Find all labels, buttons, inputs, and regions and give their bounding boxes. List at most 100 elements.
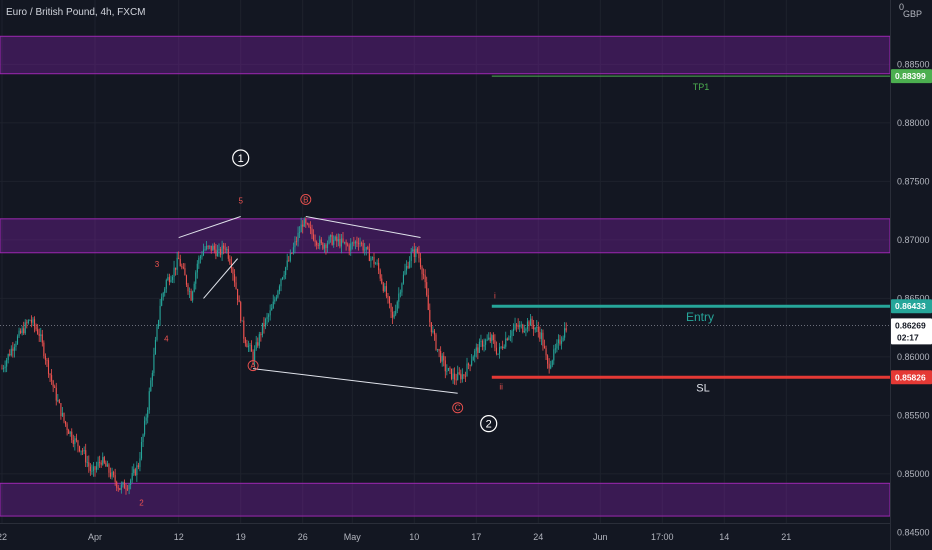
candle-body xyxy=(65,421,67,425)
candle-body xyxy=(438,349,440,351)
candle-body xyxy=(61,412,63,416)
candle-body xyxy=(557,339,559,344)
candle-body xyxy=(525,328,527,331)
candle-body xyxy=(195,272,197,284)
candle-body xyxy=(376,262,378,264)
candle-body xyxy=(193,283,195,292)
candle-body xyxy=(316,241,318,246)
candle-body xyxy=(368,248,370,261)
candle-body xyxy=(278,286,280,291)
candle-body xyxy=(241,320,243,322)
candle-body xyxy=(435,334,437,350)
candle-body xyxy=(114,475,116,482)
candle-body xyxy=(497,353,499,355)
candle-body xyxy=(77,440,79,447)
candle-body xyxy=(158,320,160,327)
candle-body xyxy=(187,284,189,292)
candle-body xyxy=(305,219,307,224)
candle-body xyxy=(37,329,39,334)
candle-body xyxy=(269,310,271,316)
candle-body xyxy=(99,461,101,463)
candle-body xyxy=(44,356,46,360)
wave-circle xyxy=(247,360,259,372)
candle-body xyxy=(57,400,59,401)
candle-body xyxy=(113,471,115,476)
candlestick-series xyxy=(1,217,567,495)
candle-body xyxy=(292,247,294,254)
candle-body xyxy=(159,305,161,321)
candle-body xyxy=(283,274,285,278)
candle-body xyxy=(345,241,347,245)
candle-body xyxy=(161,297,163,306)
candle-body xyxy=(40,334,42,336)
candle-body xyxy=(16,336,19,344)
candle-body xyxy=(314,240,316,242)
candle-body xyxy=(100,462,102,465)
candle-body xyxy=(485,340,487,345)
candle-body xyxy=(285,267,287,275)
candle-body xyxy=(382,283,384,291)
candle-body xyxy=(528,321,530,326)
candle-body xyxy=(306,223,308,225)
candle-body xyxy=(545,348,547,356)
candle-body xyxy=(35,326,37,330)
candle-body xyxy=(49,373,51,376)
candle-body xyxy=(537,326,539,332)
candle-body xyxy=(111,471,113,477)
candle-body xyxy=(444,360,446,372)
trend-line xyxy=(203,258,238,299)
candle-body xyxy=(378,262,380,271)
candle-body xyxy=(359,243,361,245)
wave-circle xyxy=(300,193,312,205)
candle-body xyxy=(460,373,462,380)
candle-body xyxy=(271,308,273,311)
candle-body xyxy=(261,322,263,336)
y-tick-label: 0.88500 xyxy=(897,59,930,69)
candle-body xyxy=(199,256,201,258)
candle-body xyxy=(489,337,491,342)
candle-body xyxy=(134,469,136,476)
candle-body xyxy=(108,464,110,473)
candle-body xyxy=(539,331,541,339)
wave-label: 4 xyxy=(164,335,169,344)
candle-body xyxy=(421,267,423,275)
candle-body xyxy=(189,291,191,292)
x-tick-label: 12 xyxy=(174,532,184,542)
candle-body xyxy=(317,245,319,246)
candle-body xyxy=(145,417,147,421)
candle-body xyxy=(336,236,338,242)
y-axis[interactable]: 0.88500 0.88000 0.87500 0.87000 0.86500 0.860… xyxy=(897,59,930,537)
candle-body xyxy=(512,328,515,332)
candle-body xyxy=(534,327,536,330)
candle-body xyxy=(299,232,301,234)
candle-body xyxy=(94,466,96,470)
candle-body xyxy=(86,462,88,464)
candle-body xyxy=(150,380,152,392)
candle-body xyxy=(474,350,476,357)
candle-body xyxy=(206,245,208,250)
candle-body xyxy=(455,379,457,381)
candle-body xyxy=(561,341,563,344)
candle-body xyxy=(375,263,377,265)
candle-body xyxy=(41,334,43,343)
candle-body xyxy=(91,470,93,472)
candle-body xyxy=(54,386,56,388)
candle-body xyxy=(220,249,222,255)
x-axis[interactable]: 22 Apr 12 19 26 May 10 17 24 Jun 17:00 14 21 xyxy=(0,532,791,542)
candle-body xyxy=(63,412,65,422)
candle-body xyxy=(288,260,290,262)
candle-body xyxy=(550,365,552,369)
candle-body xyxy=(424,275,426,283)
candle-body xyxy=(339,239,341,247)
candle-body xyxy=(51,375,53,381)
candle-body xyxy=(333,239,335,245)
candle-body xyxy=(1,368,3,370)
price-tag-entry xyxy=(891,299,932,314)
candle-body xyxy=(131,472,133,481)
candle-body xyxy=(370,258,372,261)
y-tick-label: 0.88000 xyxy=(897,118,930,128)
candle-body xyxy=(533,324,535,330)
candle-body xyxy=(244,338,246,344)
